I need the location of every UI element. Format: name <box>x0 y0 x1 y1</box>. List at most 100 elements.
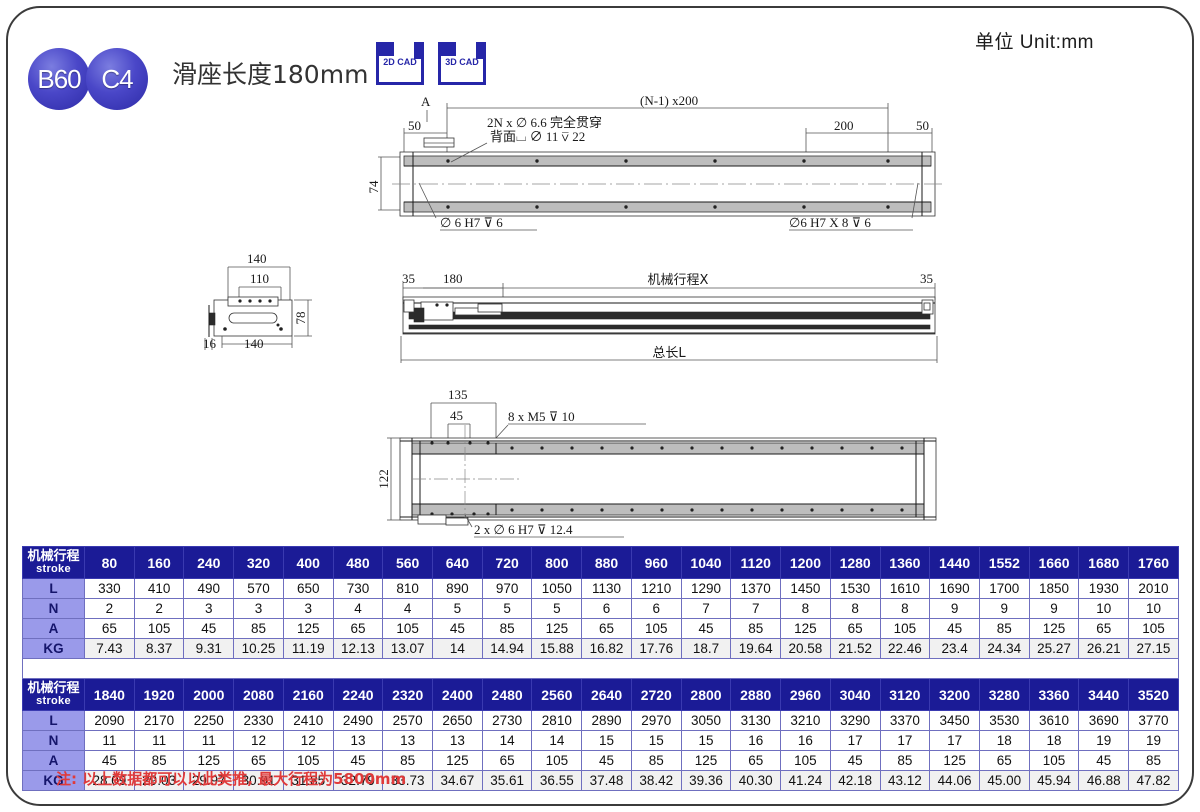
table-header-stroke-value: 800 <box>531 546 583 579</box>
label-mechanical-stroke-x: 机械行程X <box>648 273 709 288</box>
table-header-stroke-value: 2880 <box>730 678 782 711</box>
table-cell: 9 <box>929 598 980 619</box>
table-header-stroke-value: 1660 <box>1028 546 1080 579</box>
table-cell: 1700 <box>978 578 1030 599</box>
table-cell: 7 <box>730 598 782 619</box>
table-cell: 570 <box>233 578 284 599</box>
cad-2d-download-icon[interactable]: 2D CAD <box>376 42 424 85</box>
table-header-stroke-value: 560 <box>382 546 434 579</box>
table-cell: 1370 <box>730 578 782 599</box>
table-cell: 125 <box>680 750 732 771</box>
table-header-stroke-value: 1200 <box>780 546 831 579</box>
table-header-stroke-value: 2480 <box>481 678 533 711</box>
table-cell: 45 <box>183 618 235 639</box>
table-row: N 11 11 11 12 12 13 13 13 14 14 15 15 15 16 16 17 17 17 18 1… <box>22 730 1179 751</box>
table-row-label: N <box>22 598 85 619</box>
table-cell: 85 <box>879 750 931 771</box>
dim-200: 200 <box>834 118 854 133</box>
table-cell: 2410 <box>282 710 334 731</box>
table-cell: 2170 <box>133 710 185 731</box>
table-header-stroke-value: 3520 <box>1128 678 1179 711</box>
table-cell: 85 <box>730 618 782 639</box>
table-cell: 14 <box>531 730 583 751</box>
table-cell: 3 <box>183 598 235 619</box>
table-cell: 85 <box>382 750 434 771</box>
table-header-stroke-value: 2240 <box>332 678 384 711</box>
label-total-length-l: 总长L <box>652 346 686 361</box>
table-cell: 65 <box>829 618 881 639</box>
table-header-stroke-value: 2080 <box>233 678 284 711</box>
table-cell: 33.73 <box>382 770 434 791</box>
table-cell: 85 <box>481 618 533 639</box>
cad-3d-icon-label: 3D CAD <box>438 57 486 67</box>
cad-2d-icon-tab-right <box>414 42 424 59</box>
table-cell: 105 <box>133 618 185 639</box>
side-view-drawing: 35 180 35 机械行程X <box>400 271 938 363</box>
table-cell: 1930 <box>1078 578 1130 599</box>
table-cell: 6 <box>581 598 632 619</box>
table-cell: 3530 <box>978 710 1030 731</box>
table-cell: 45.94 <box>1028 770 1080 791</box>
table-cell: 105 <box>382 618 434 639</box>
table-cell: 410 <box>133 578 185 599</box>
table-cell: 10 <box>1128 598 1179 619</box>
cad-3d-download-icon[interactable]: 3D CAD <box>438 42 486 85</box>
table-cell: 4 <box>382 598 434 619</box>
table-header-stroke-value: 720 <box>481 546 533 579</box>
table-cell: 810 <box>382 578 434 599</box>
table-cell: 16 <box>780 730 831 751</box>
table-cell: 65 <box>730 750 782 771</box>
table-header-stroke-value: 1120 <box>730 546 782 579</box>
note-through-holes-line2: 背面⌴ ∅ 11 ⊽ 22 <box>490 129 585 144</box>
dim-35-left: 35 <box>402 271 415 286</box>
table-header-stroke-value: 80 <box>84 546 135 579</box>
table-row-label: L <box>22 710 85 731</box>
table-cell: 125 <box>432 750 483 771</box>
table-cell: 5 <box>432 598 483 619</box>
cross-section-drawing: 140 110 78 <box>203 251 312 351</box>
table-header-stroke-value: 2800 <box>680 678 732 711</box>
table-cell: 28.09 <box>84 770 135 791</box>
cad-2d-line2: CAD <box>397 57 417 67</box>
dim-140-top: 140 <box>247 251 267 266</box>
table-cell: 19 <box>1128 730 1179 751</box>
spec-table: 机械行程 stroke 80 160 240 320 400 480 560 640 720 800 8… <box>22 546 1179 791</box>
table-cell: 45 <box>332 750 384 771</box>
table-cell: 1690 <box>929 578 980 599</box>
table-cell: 2570 <box>382 710 434 731</box>
table-cell: 1210 <box>630 578 682 599</box>
table-cell: 23.4 <box>929 638 980 659</box>
note-right-pin: ∅6 H7 X 8 ⊽ 6 <box>789 215 871 230</box>
dim-50-left: 50 <box>408 118 421 133</box>
table-cell: 15.88 <box>531 638 583 659</box>
table-cell: 31.85 <box>282 770 334 791</box>
table-cell: 3690 <box>1078 710 1130 731</box>
table-cell: 65 <box>581 618 632 639</box>
table-cell: 45.00 <box>978 770 1030 791</box>
table-cell: 30.91 <box>233 770 284 791</box>
table-cell: 36.55 <box>531 770 583 791</box>
table-row: N 2 2 3 3 3 4 4 5 5 5 6 6 7 7 8 8 8 9 9 9 10 10 <box>22 598 1179 619</box>
table-cell: 15 <box>581 730 632 751</box>
table-cell: 45 <box>680 618 732 639</box>
table-header-stroke-value: 2160 <box>282 678 334 711</box>
table-cell: 42.18 <box>829 770 881 791</box>
dim-16: 16 <box>203 336 217 351</box>
table-header-stroke-label: 机械行程 stroke <box>22 678 85 711</box>
badge-b60: B60 <box>28 48 90 110</box>
table-cell: 125 <box>780 618 831 639</box>
table-cell: 85 <box>978 618 1030 639</box>
table-header-stroke-value: 240 <box>183 546 235 579</box>
dim-35-right: 35 <box>920 271 933 286</box>
table-header-stroke-value: 2720 <box>630 678 682 711</box>
table-cell: 65 <box>978 750 1030 771</box>
table-cell: 125 <box>531 618 583 639</box>
table-cell: 17 <box>829 730 881 751</box>
table-header-stroke-value: 1840 <box>84 678 135 711</box>
table-cell: 3 <box>282 598 334 619</box>
cad-2d-line1: 2D <box>383 57 395 67</box>
table-cell: 18.7 <box>680 638 732 659</box>
dim-45: 45 <box>450 408 463 423</box>
note-through-holes-line1: 2N x ∅ 6.6 完全贯穿 <box>487 115 602 130</box>
